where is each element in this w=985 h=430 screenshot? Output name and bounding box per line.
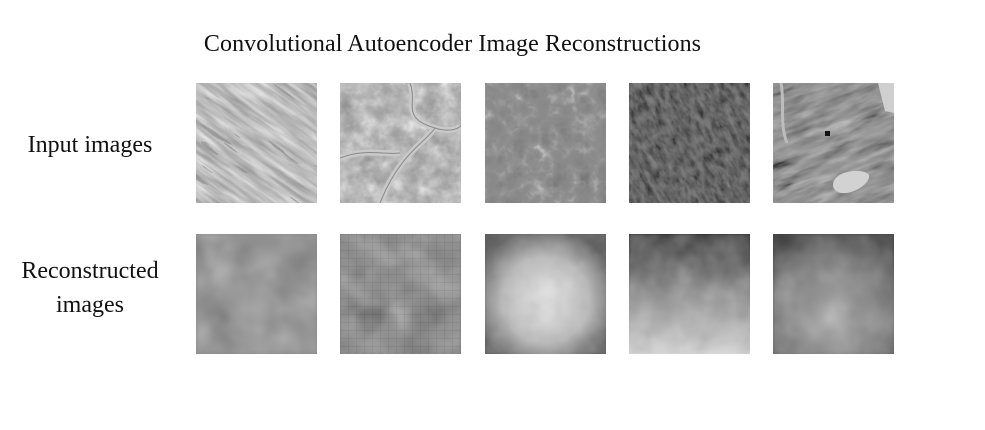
row-label-line: Input images	[27, 132, 153, 158]
reconstructed-image-5	[773, 234, 894, 354]
row-label-line: Reconstructed	[21, 258, 159, 284]
row-label-input-images: Input images	[5, 128, 175, 162]
row-label-reconstructed-images: Reconstructed images	[5, 254, 175, 322]
reconstructed-image-2	[340, 234, 461, 354]
input-image-4	[629, 83, 750, 203]
input-image-3	[485, 83, 606, 203]
reconstructed-image-4	[629, 234, 750, 354]
input-image-1	[196, 83, 317, 203]
reconstructed-image-1	[196, 234, 317, 354]
figure-title: Convolutional Autoencoder Image Reconstr…	[203, 31, 702, 57]
row-label-line: images	[56, 292, 124, 318]
reconstructed-image-3	[485, 234, 606, 354]
input-image-2	[340, 83, 461, 203]
input-image-5	[773, 83, 894, 203]
